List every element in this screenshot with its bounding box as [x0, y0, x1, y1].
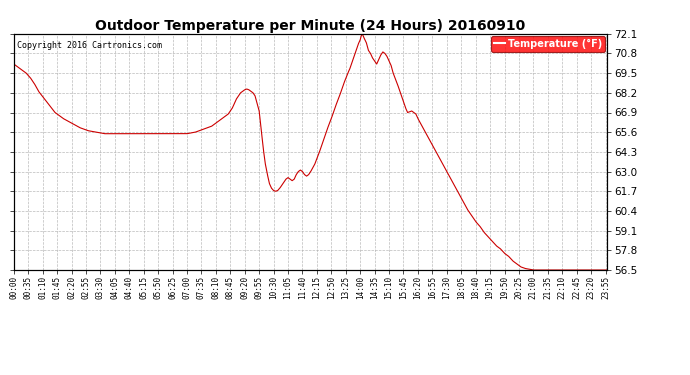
Legend: Temperature (°F): Temperature (°F) — [491, 36, 605, 52]
Title: Outdoor Temperature per Minute (24 Hours) 20160910: Outdoor Temperature per Minute (24 Hours… — [95, 19, 526, 33]
Text: Copyright 2016 Cartronics.com: Copyright 2016 Cartronics.com — [17, 41, 161, 50]
